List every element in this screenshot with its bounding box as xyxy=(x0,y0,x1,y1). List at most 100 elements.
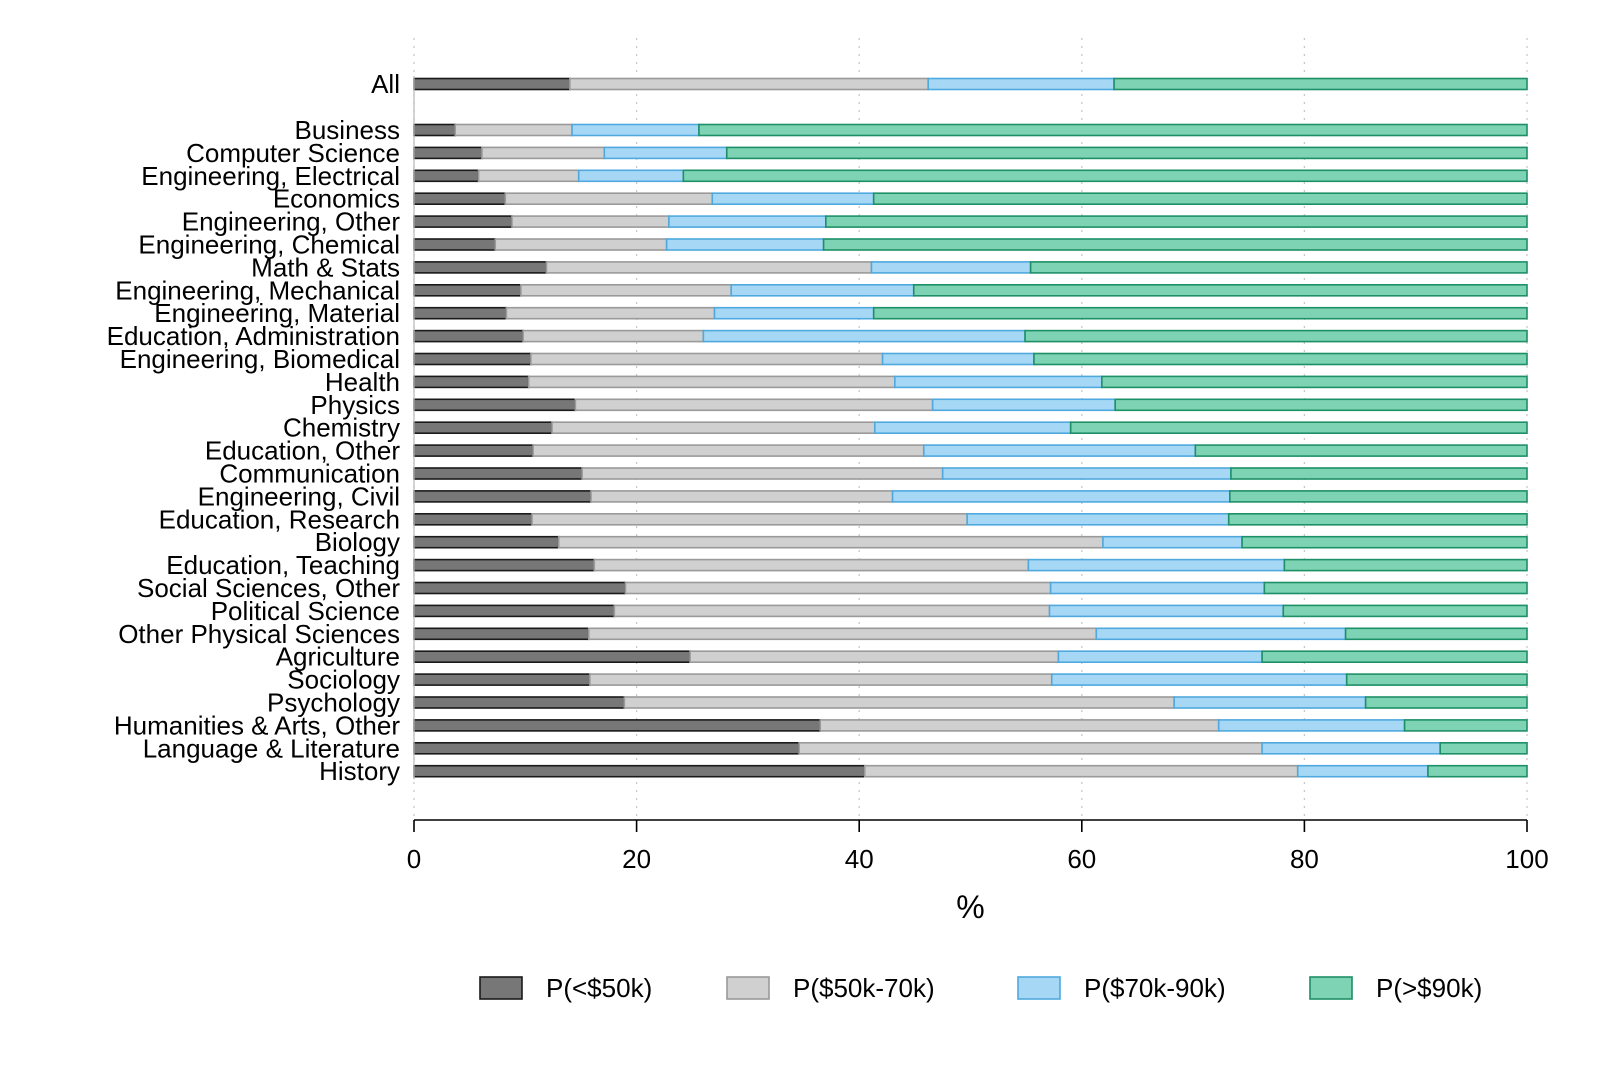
bar-segment-15-2 xyxy=(922,444,1197,457)
category-label: Education, Other xyxy=(205,436,400,466)
category-label: History xyxy=(319,756,400,786)
bar-segment-13-2 xyxy=(931,398,1116,412)
category-label: Engineering, Electrical xyxy=(141,161,400,191)
category-label: Education, Research xyxy=(159,504,400,534)
bar-segment-3-3 xyxy=(682,169,1528,183)
x-tick-label: 40 xyxy=(845,844,874,874)
bar-segment-6-2 xyxy=(665,238,825,251)
bar-segment-14-2 xyxy=(873,421,1072,435)
bar-segment-2-2 xyxy=(603,146,728,160)
bar-segment-22-0 xyxy=(413,604,616,618)
category-label: Education, Administration xyxy=(107,321,400,351)
x-tick-label: 100 xyxy=(1505,844,1548,874)
bar-segment-0-3 xyxy=(1113,77,1528,91)
bar-segment-19-1 xyxy=(557,535,1104,549)
bar-segment-12-3 xyxy=(1101,375,1528,389)
bar-segment-9-2 xyxy=(713,306,875,320)
bar-segment-25-0 xyxy=(413,673,591,686)
bar-segment-20-0 xyxy=(413,558,596,572)
category-label: Physics xyxy=(310,390,400,420)
bar-segment-26-1 xyxy=(623,696,1175,709)
x-tick-label: 0 xyxy=(407,844,421,874)
bar-segment-27-3 xyxy=(1403,719,1528,732)
category-label: Math & Stats xyxy=(251,252,400,282)
bar-segment-29-2 xyxy=(1296,764,1429,778)
bar-segment-10-1 xyxy=(522,329,705,343)
category-label: Engineering, Material xyxy=(154,298,400,328)
category-label: Chemistry xyxy=(283,413,400,443)
bar-segment-14-1 xyxy=(551,421,876,435)
x-tick-label: 20 xyxy=(622,844,651,874)
category-label: Business xyxy=(295,115,401,145)
legend-swatch-2 xyxy=(1017,976,1061,1000)
bar-segment-12-0 xyxy=(413,375,530,389)
bar-segment-19-2 xyxy=(1102,535,1243,549)
category-label: Engineering, Other xyxy=(182,207,401,237)
bar-segment-25-2 xyxy=(1050,673,1348,686)
bar-segment-19-3 xyxy=(1241,535,1528,549)
x-axis: 0 20 40 60 80 100 xyxy=(407,76,1549,874)
bar-segment-14-3 xyxy=(1069,421,1528,435)
bar-segment-22-1 xyxy=(613,604,1051,618)
bar-segment-0-0 xyxy=(413,77,571,91)
bar-segment-26-3 xyxy=(1364,696,1528,709)
category-label: Communication xyxy=(219,459,400,489)
bar-segment-6-3 xyxy=(822,238,1528,251)
bar-segment-29-3 xyxy=(1427,764,1528,778)
bar-segment-9-1 xyxy=(505,306,716,320)
bar-segment-5-3 xyxy=(825,215,1528,228)
category-label: Engineering, Biomedical xyxy=(120,344,400,374)
bar-segment-28-0 xyxy=(413,741,800,755)
bar-segment-4-0 xyxy=(413,192,507,205)
bar-segment-8-3 xyxy=(912,283,1528,297)
bar-segment-21-0 xyxy=(413,581,627,595)
bar-segment-6-0 xyxy=(413,238,497,251)
bar-segment-26-0 xyxy=(413,696,626,709)
bar-segment-21-2 xyxy=(1049,581,1266,595)
bar-segment-25-3 xyxy=(1345,673,1528,686)
bar-segment-23-1 xyxy=(587,627,1098,641)
bar-segment-20-3 xyxy=(1283,558,1528,572)
bar-segment-14-0 xyxy=(413,421,553,435)
category-label: Education, Teaching xyxy=(166,550,400,580)
bar-segment-0-1 xyxy=(569,77,930,91)
bar-segment-17-1 xyxy=(590,490,894,503)
bar-segment-16-1 xyxy=(581,467,944,480)
bar-segment-23-0 xyxy=(413,627,590,641)
bar-segment-24-1 xyxy=(689,650,1060,664)
bar-segment-24-3 xyxy=(1261,650,1528,664)
bar-segment-10-0 xyxy=(413,329,524,343)
bar-segment-23-2 xyxy=(1095,627,1347,641)
bar-segment-6-1 xyxy=(494,238,668,251)
bar-segment-21-1 xyxy=(624,581,1052,595)
bar-segment-24-0 xyxy=(413,650,691,664)
bar-segment-10-3 xyxy=(1024,329,1528,343)
bar-segment-18-3 xyxy=(1227,512,1528,526)
bar-segment-22-3 xyxy=(1282,604,1528,618)
bars xyxy=(413,77,1528,778)
bar-segment-11-2 xyxy=(881,352,1035,366)
bar-segment-15-0 xyxy=(413,444,534,457)
bar-segment-16-0 xyxy=(413,467,583,480)
bar-segment-10-2 xyxy=(702,329,1026,343)
category-label: Engineering, Mechanical xyxy=(115,275,400,305)
bar-segment-24-2 xyxy=(1057,650,1263,664)
bar-segment-4-3 xyxy=(872,192,1528,205)
legend-swatch-0 xyxy=(479,976,523,1000)
bar-segment-1-1 xyxy=(454,123,573,137)
bar-segment-16-3 xyxy=(1230,467,1528,480)
bar-segment-7-3 xyxy=(1029,261,1528,274)
category-label: Sociology xyxy=(287,665,400,695)
bar-segment-23-3 xyxy=(1344,627,1528,641)
category-label: Social Sciences, Other xyxy=(137,573,400,603)
category-label: Other Physical Sciences xyxy=(118,619,400,649)
bar-segment-1-2 xyxy=(571,123,700,137)
bar-segment-19-0 xyxy=(413,535,560,549)
bar-segment-7-1 xyxy=(545,261,873,274)
category-label: Engineering, Civil xyxy=(198,481,400,511)
bar-segment-5-2 xyxy=(668,215,827,228)
legend-label-1: P($50k-70k) xyxy=(793,973,935,1003)
bar-segment-18-0 xyxy=(413,512,533,526)
bar-segment-4-2 xyxy=(711,192,875,205)
